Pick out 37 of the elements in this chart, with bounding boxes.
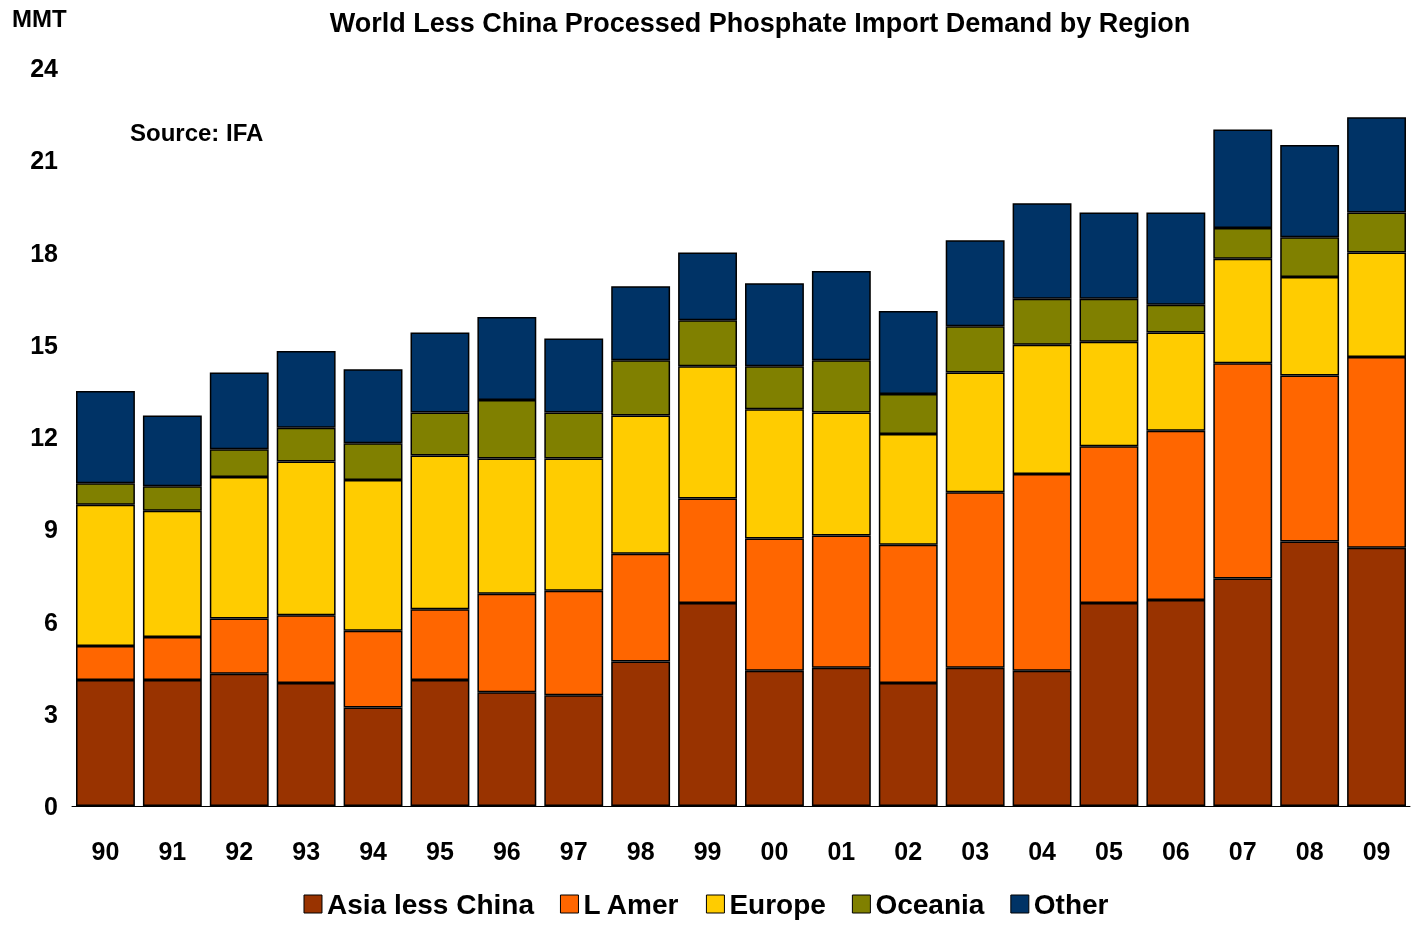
x-tick-label: 04: [1028, 836, 1057, 865]
x-tick-label: 02: [894, 836, 923, 865]
y-tick-label: 3: [44, 699, 58, 728]
y-tick-label: 15: [30, 330, 59, 359]
x-tick-label: 06: [1161, 836, 1190, 865]
y-axis-title: MMT: [12, 4, 67, 32]
x-tick-label: 98: [626, 836, 655, 865]
y-tick-label: 6: [44, 607, 58, 636]
legend-label: Europe: [729, 888, 826, 920]
x-tick-label: 99: [693, 836, 722, 865]
legend-label: Asia less China: [326, 888, 535, 920]
legend-label: L Amer: [583, 888, 679, 920]
y-tick-label: 24: [30, 54, 59, 82]
x-tick-label: 09: [1362, 836, 1391, 865]
x-tick-label: 92: [225, 836, 254, 865]
x-tick-label: 96: [492, 836, 521, 865]
legend-label: Oceania: [875, 888, 985, 920]
legend-label: Other: [1033, 888, 1109, 920]
chart-title: World Less China Processed Phosphate Import Demand by Region: [329, 7, 1191, 38]
x-tick-label: 01: [827, 836, 856, 865]
y-tick-label: 9: [44, 515, 58, 544]
x-tick-label: 08: [1295, 836, 1324, 865]
annotation: Source: IFA: [130, 118, 264, 146]
y-tick-label: 18: [30, 238, 59, 267]
x-tick-label: 07: [1228, 836, 1257, 865]
y-tick-label: 12: [30, 423, 58, 451]
x-tick-label: 93: [292, 836, 321, 865]
x-tick-label: 95: [426, 836, 454, 865]
x-tick-label: 97: [559, 836, 588, 865]
y-tick-label: 0: [44, 792, 58, 820]
y-tick-label: 21: [30, 146, 59, 175]
x-tick-label: 91: [158, 836, 187, 865]
x-tick-label: 90: [91, 836, 120, 865]
x-tick-label: 94: [359, 836, 388, 865]
x-tick-label: 05: [1095, 836, 1123, 865]
x-tick-label: 00: [760, 836, 789, 865]
x-tick-label: 03: [961, 836, 990, 865]
